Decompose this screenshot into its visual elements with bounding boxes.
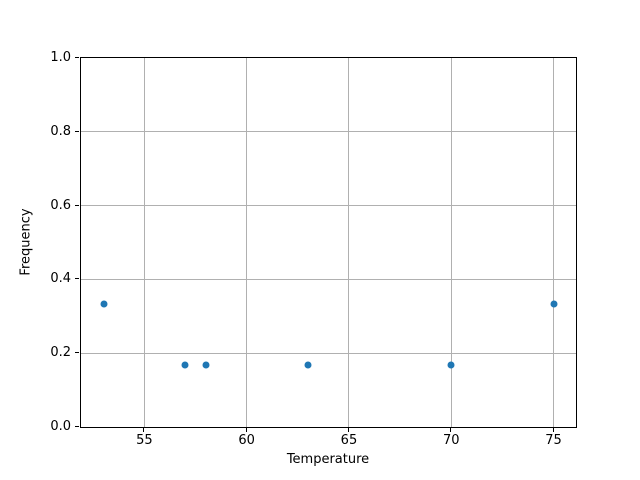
x-gridline	[348, 58, 350, 427]
y-tick-label: 0.6	[50, 197, 71, 213]
data-point	[447, 361, 455, 369]
x-tick-label: 55	[136, 433, 153, 448]
y-gridline	[81, 205, 576, 207]
x-tick-mark	[450, 428, 452, 432]
y-tick-mark	[75, 426, 79, 427]
data-point	[100, 300, 107, 308]
data-point	[181, 361, 189, 369]
y-tick-mark	[75, 204, 79, 206]
x-tick-label: 65	[340, 433, 358, 448]
plot-area	[80, 57, 577, 428]
x-gridline	[450, 58, 452, 427]
y-tick-mark	[75, 352, 79, 354]
x-tick-label: 70	[442, 433, 460, 448]
y-tick-label: 0.0	[50, 419, 71, 434]
x-tick-mark	[143, 428, 145, 432]
x-tick-mark	[245, 428, 247, 432]
x-tick-mark	[552, 428, 554, 432]
x-tick-mark	[347, 428, 349, 432]
y-tick-label: 0.4	[50, 271, 71, 287]
y-axis-label: Frequency	[18, 208, 34, 276]
data-point	[202, 361, 210, 369]
y-tick-mark	[75, 130, 79, 132]
y-gridline	[81, 352, 576, 354]
y-gridline	[81, 131, 576, 133]
x-gridline	[143, 58, 145, 427]
y-gridline	[81, 278, 576, 280]
y-tick-mark	[75, 278, 79, 280]
x-tick-label: 75	[545, 433, 562, 448]
x-gridline	[246, 58, 248, 427]
y-tick-label: 1.0	[50, 50, 71, 65]
x-axis-label: Temperature	[286, 452, 370, 467]
data-point	[550, 300, 557, 308]
x-tick-label: 60	[238, 433, 255, 448]
data-point	[304, 361, 312, 369]
y-tick-label: 0.8	[50, 123, 71, 139]
x-gridline	[553, 58, 554, 427]
y-tick-mark	[75, 57, 79, 58]
y-tick-label: 0.2	[50, 345, 71, 361]
